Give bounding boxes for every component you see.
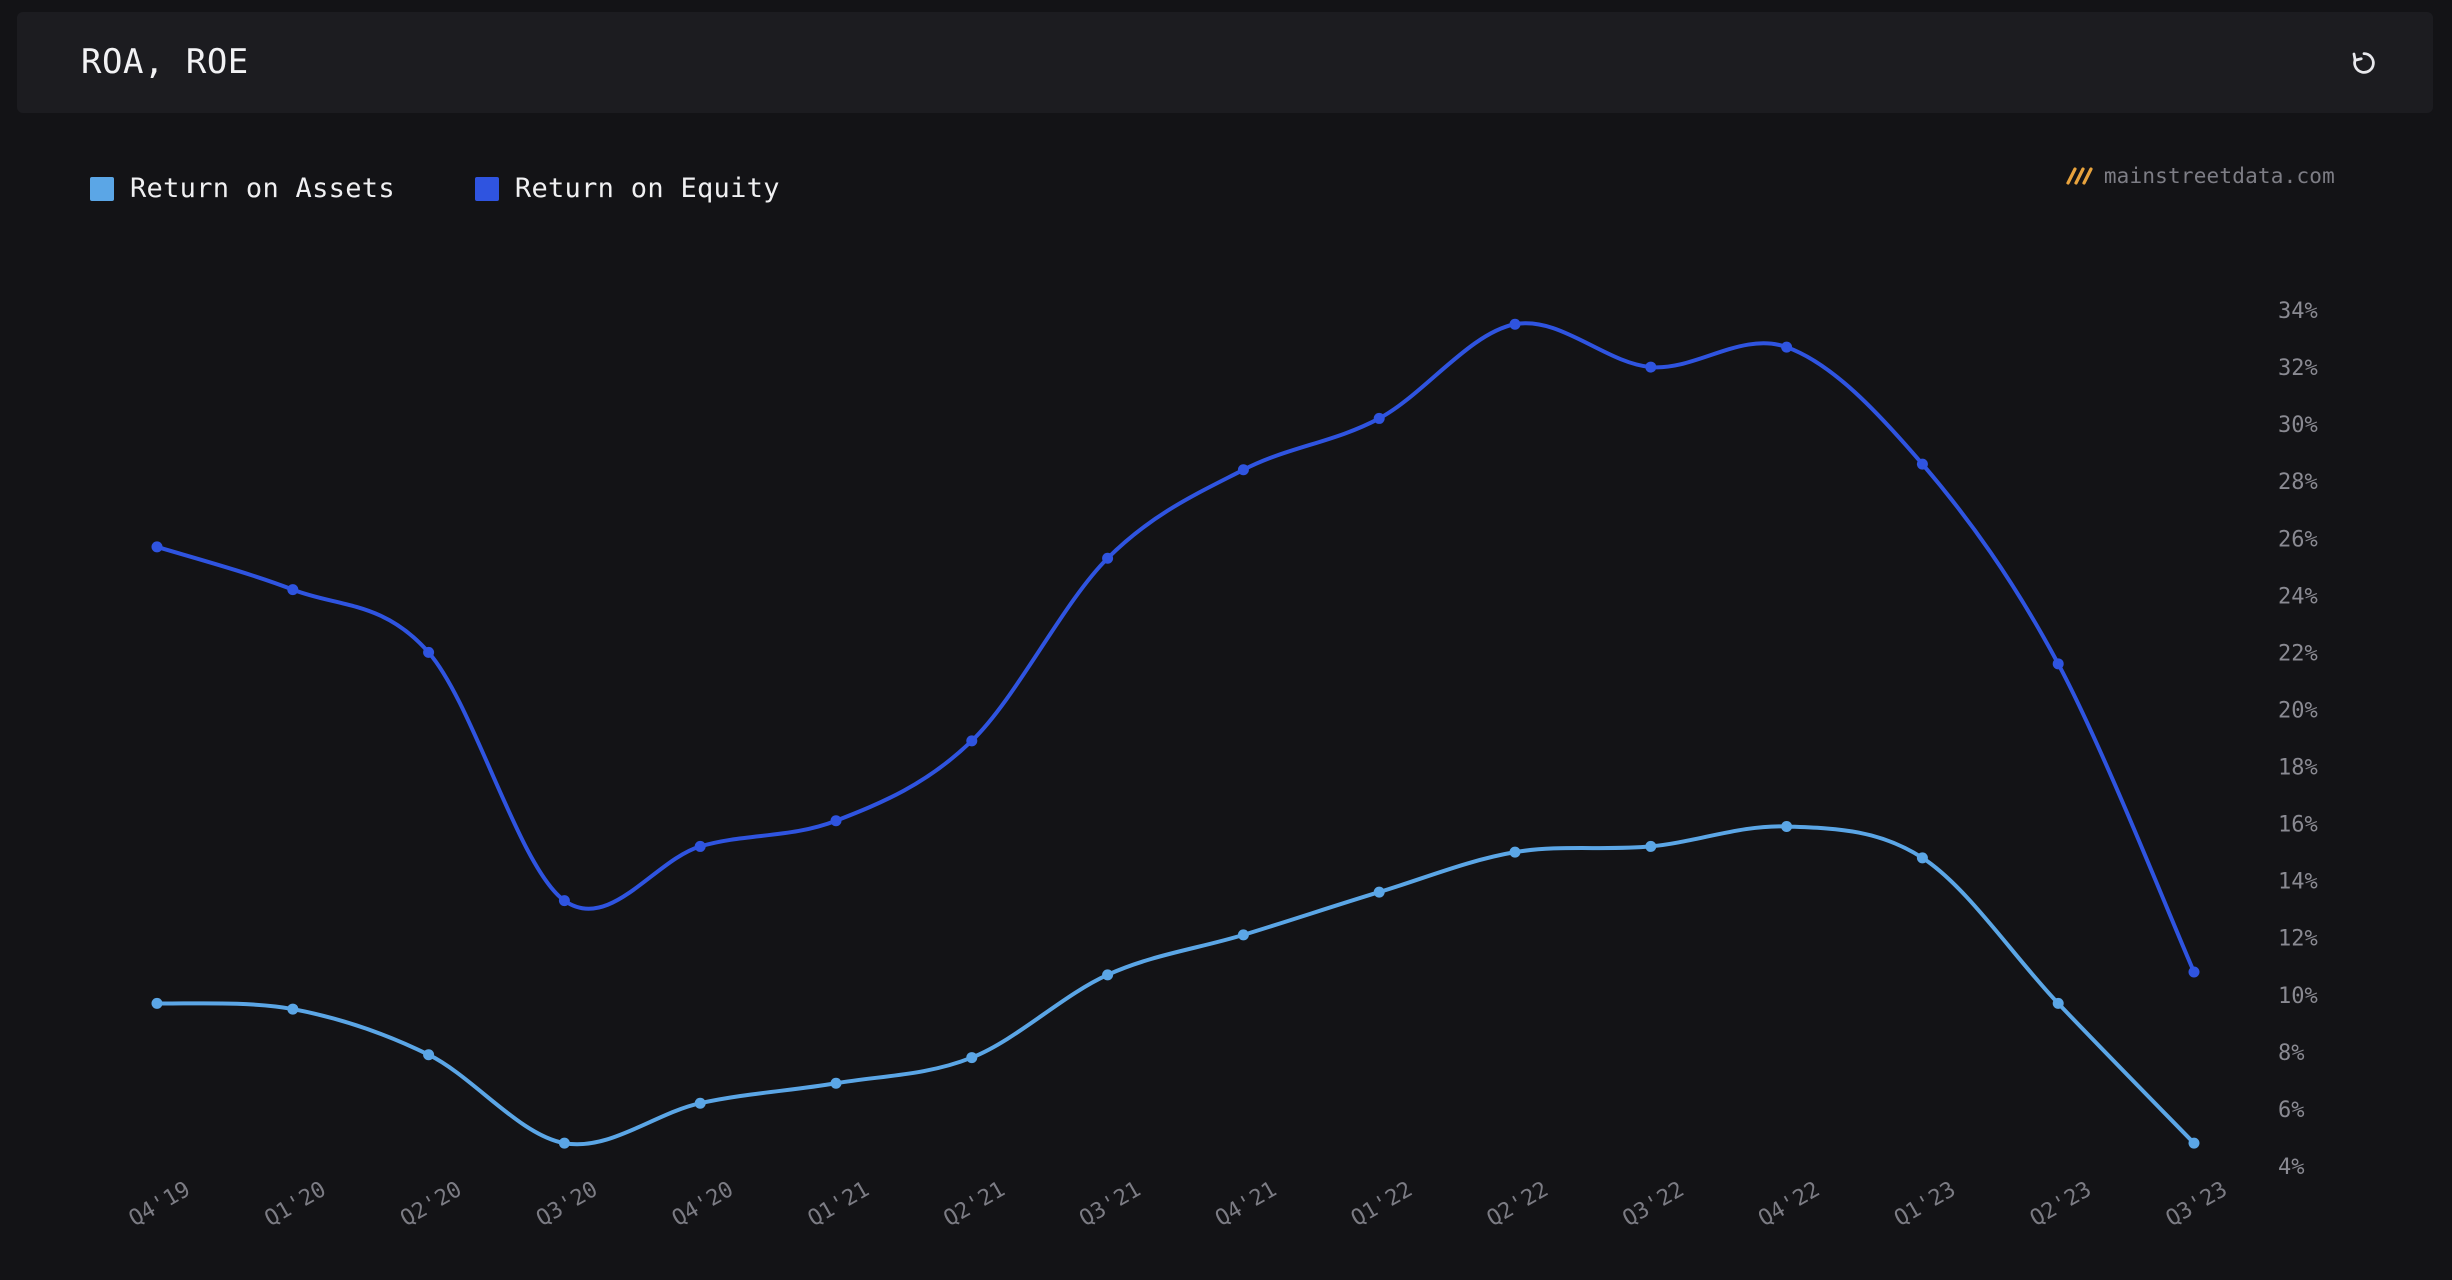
y-tick-label: 6% — [2278, 1098, 2305, 1123]
series-lines — [155, 321, 2196, 1147]
data-point-return-on-equity[interactable] — [830, 815, 842, 827]
series-line-return-on-equity — [155, 321, 2196, 974]
x-tick-label: Q2'20 — [396, 1177, 466, 1232]
chart-header: ROA, ROE — [17, 12, 2433, 113]
y-tick-label: 26% — [2278, 527, 2318, 552]
y-tick-label: 30% — [2278, 413, 2318, 438]
data-point-return-on-assets[interactable] — [287, 1003, 299, 1015]
data-point-return-on-assets[interactable] — [2052, 997, 2064, 1009]
data-point-return-on-assets[interactable] — [1781, 820, 1793, 832]
data-point-return-on-equity[interactable] — [1373, 412, 1385, 424]
mainstreet-logo-icon — [2066, 167, 2093, 185]
y-tick-label: 24% — [2278, 584, 2318, 609]
y-tick-label: 4% — [2278, 1155, 2305, 1180]
data-point-return-on-equity[interactable] — [1645, 361, 1657, 373]
data-point-return-on-assets[interactable] — [151, 997, 163, 1009]
y-tick-label: 18% — [2278, 756, 2318, 781]
x-tick-label: Q1'22 — [1347, 1177, 1417, 1232]
data-point-return-on-assets[interactable] — [1373, 886, 1385, 898]
data-point-return-on-equity[interactable] — [1237, 464, 1249, 476]
legend-swatch-roe — [474, 176, 499, 201]
series-points — [151, 318, 2200, 1149]
y-tick-label: 10% — [2278, 984, 2318, 1009]
data-point-return-on-equity[interactable] — [423, 646, 435, 658]
chart-title: ROA, ROE — [81, 42, 249, 82]
chart-legend: Return on Assets Return on Equity — [90, 173, 860, 204]
data-point-return-on-assets[interactable] — [1509, 846, 1521, 858]
legend-label-roa: Return on Assets — [130, 173, 395, 204]
data-point-return-on-equity[interactable] — [151, 541, 163, 553]
data-point-return-on-assets[interactable] — [694, 1097, 706, 1109]
x-tick-label: Q2'21 — [940, 1177, 1010, 1232]
legend-item-return-on-assets[interactable]: Return on Assets — [90, 173, 395, 204]
data-point-return-on-equity[interactable] — [1916, 458, 1928, 470]
reset-zoom-button[interactable] — [2343, 42, 2385, 84]
x-tick-label: Q2'23 — [2026, 1177, 2096, 1232]
legend-swatch-roa — [90, 176, 114, 201]
data-point-return-on-equity[interactable] — [2188, 966, 2200, 978]
brand-label: mainstreetdata.com — [2103, 164, 2335, 188]
data-point-return-on-assets[interactable] — [830, 1077, 842, 1089]
x-tick-label: Q3'20 — [532, 1177, 602, 1232]
legend-item-return-on-equity[interactable]: Return on Equity — [474, 173, 780, 204]
data-point-return-on-equity[interactable] — [287, 584, 299, 596]
x-tick-label: Q4'22 — [1754, 1177, 1824, 1232]
y-tick-label: 20% — [2278, 698, 2318, 723]
brand-watermark[interactable]: mainstreetdata.com — [2066, 164, 2335, 188]
y-tick-label: 34% — [2278, 299, 2318, 324]
y-tick-label: 16% — [2278, 813, 2318, 838]
y-tick-label: 12% — [2278, 927, 2318, 952]
data-point-return-on-assets[interactable] — [2188, 1137, 2200, 1149]
data-point-return-on-assets[interactable] — [1102, 969, 1114, 981]
data-point-return-on-assets[interactable] — [1916, 852, 1928, 864]
data-point-return-on-assets[interactable] — [1645, 840, 1657, 852]
x-tick-label: Q1'23 — [1890, 1177, 1960, 1232]
legend-label-roe: Return on Equity — [514, 173, 780, 204]
y-tick-label: 22% — [2278, 641, 2318, 666]
data-point-return-on-equity[interactable] — [2052, 658, 2064, 670]
y-tick-label: 14% — [2278, 870, 2318, 895]
x-tick-label: Q3'21 — [1075, 1177, 1145, 1232]
y-tick-label: 8% — [2278, 1041, 2305, 1066]
series-line-return-on-assets — [155, 824, 2196, 1147]
x-tick-label: Q1'21 — [804, 1177, 874, 1232]
data-point-return-on-equity[interactable] — [966, 735, 978, 747]
data-point-return-on-assets[interactable] — [558, 1137, 570, 1149]
x-tick-label: Q4'19 — [125, 1177, 195, 1232]
data-point-return-on-assets[interactable] — [1237, 929, 1249, 941]
x-tick-label: Q3'22 — [1619, 1177, 1689, 1232]
x-tick-label: Q2'22 — [1483, 1177, 1553, 1232]
data-point-return-on-assets[interactable] — [966, 1052, 978, 1064]
y-tick-label: 28% — [2278, 470, 2318, 495]
y-tick-label: 32% — [2278, 356, 2318, 381]
reset-icon — [2352, 52, 2375, 74]
data-point-return-on-equity[interactable] — [694, 840, 706, 852]
x-tick-label: Q1'20 — [261, 1177, 331, 1232]
x-tick-label: Q3'23 — [2162, 1177, 2232, 1232]
data-point-return-on-equity[interactable] — [1781, 341, 1793, 353]
data-point-return-on-equity[interactable] — [558, 895, 570, 907]
x-tick-label: Q4'20 — [668, 1177, 738, 1232]
y-axis: 34% 32% 30% 28% 26% 24% 22% 20% 18% 16% 14% 12% 10% 8… — [2278, 299, 2318, 1180]
data-point-return-on-equity[interactable] — [1102, 552, 1114, 564]
x-tick-label: Q4'21 — [1211, 1177, 1281, 1232]
data-point-return-on-assets[interactable] — [423, 1049, 435, 1061]
x-axis: Q4'19 Q1'20 Q2'20 Q3'20 Q4'20 Q1'21 Q2'21 Q3'21… — [125, 1177, 2232, 1232]
data-point-return-on-equity[interactable] — [1509, 318, 1521, 330]
